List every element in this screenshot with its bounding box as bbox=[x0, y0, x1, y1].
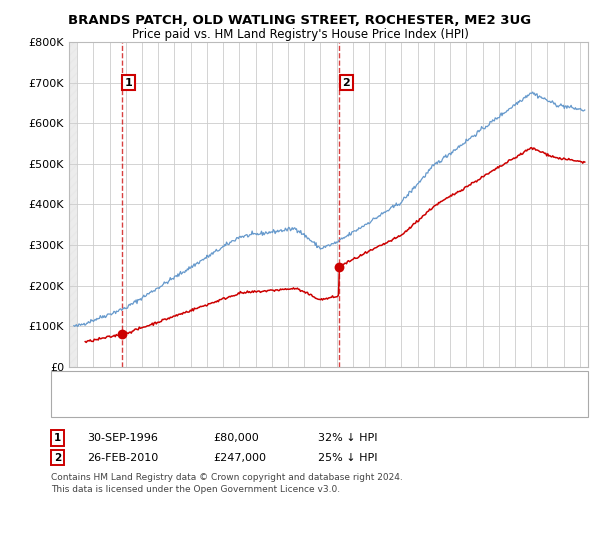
Text: Price paid vs. HM Land Registry's House Price Index (HPI): Price paid vs. HM Land Registry's House … bbox=[131, 28, 469, 41]
Text: BRANDS PATCH, OLD WATLING STREET, ROCHESTER, ME2 3UG: BRANDS PATCH, OLD WATLING STREET, ROCHES… bbox=[68, 14, 532, 27]
Text: 32% ↓ HPI: 32% ↓ HPI bbox=[318, 433, 377, 443]
Text: £247,000: £247,000 bbox=[213, 452, 266, 463]
Text: £80,000: £80,000 bbox=[213, 433, 259, 443]
Text: 2: 2 bbox=[342, 78, 350, 87]
Text: ——: —— bbox=[60, 398, 77, 412]
Text: BRANDS PATCH, OLD WATLING STREET, ROCHESTER, ME2 3UG (detached house): BRANDS PATCH, OLD WATLING STREET, ROCHES… bbox=[93, 379, 488, 389]
Text: 1: 1 bbox=[54, 433, 61, 443]
Point bbox=[117, 330, 127, 339]
Text: HPI: Average price, detached house, Gravesham: HPI: Average price, detached house, Grav… bbox=[93, 399, 330, 409]
Text: 30-SEP-1996: 30-SEP-1996 bbox=[87, 433, 158, 443]
Text: Contains HM Land Registry data © Crown copyright and database right 2024.
This d: Contains HM Land Registry data © Crown c… bbox=[51, 473, 403, 494]
Text: 1: 1 bbox=[125, 78, 133, 87]
Bar bbox=[69, 42, 77, 367]
Text: 2: 2 bbox=[54, 452, 61, 463]
Text: 26-FEB-2010: 26-FEB-2010 bbox=[87, 452, 158, 463]
Text: ——: —— bbox=[60, 377, 77, 391]
Point bbox=[334, 262, 344, 271]
Text: 25% ↓ HPI: 25% ↓ HPI bbox=[318, 452, 377, 463]
